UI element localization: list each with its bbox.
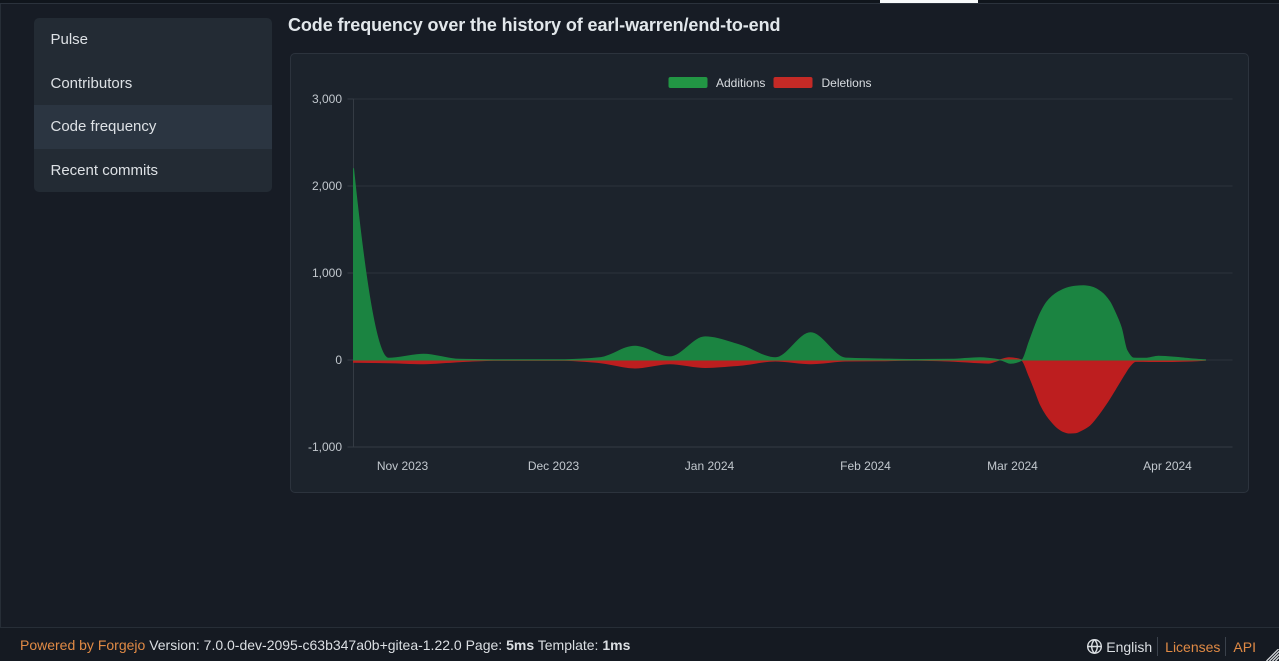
svg-text:2,000: 2,000 <box>311 179 341 193</box>
svg-text:Jan 2024: Jan 2024 <box>684 459 734 473</box>
svg-text:Apr 2024: Apr 2024 <box>1143 459 1192 473</box>
svg-text:Deletions: Deletions <box>821 76 871 90</box>
svg-text:3,000: 3,000 <box>311 92 341 106</box>
svg-text:Dec 2023: Dec 2023 <box>527 459 579 473</box>
svg-text:0: 0 <box>335 353 342 367</box>
svg-text:1,000: 1,000 <box>311 266 341 280</box>
svg-text:-1,000: -1,000 <box>307 440 341 454</box>
svg-text:Nov 2023: Nov 2023 <box>376 459 428 473</box>
svg-text:Mar 2024: Mar 2024 <box>987 459 1038 473</box>
svg-text:Feb 2024: Feb 2024 <box>840 459 891 473</box>
svg-text:Additions: Additions <box>716 76 765 90</box>
